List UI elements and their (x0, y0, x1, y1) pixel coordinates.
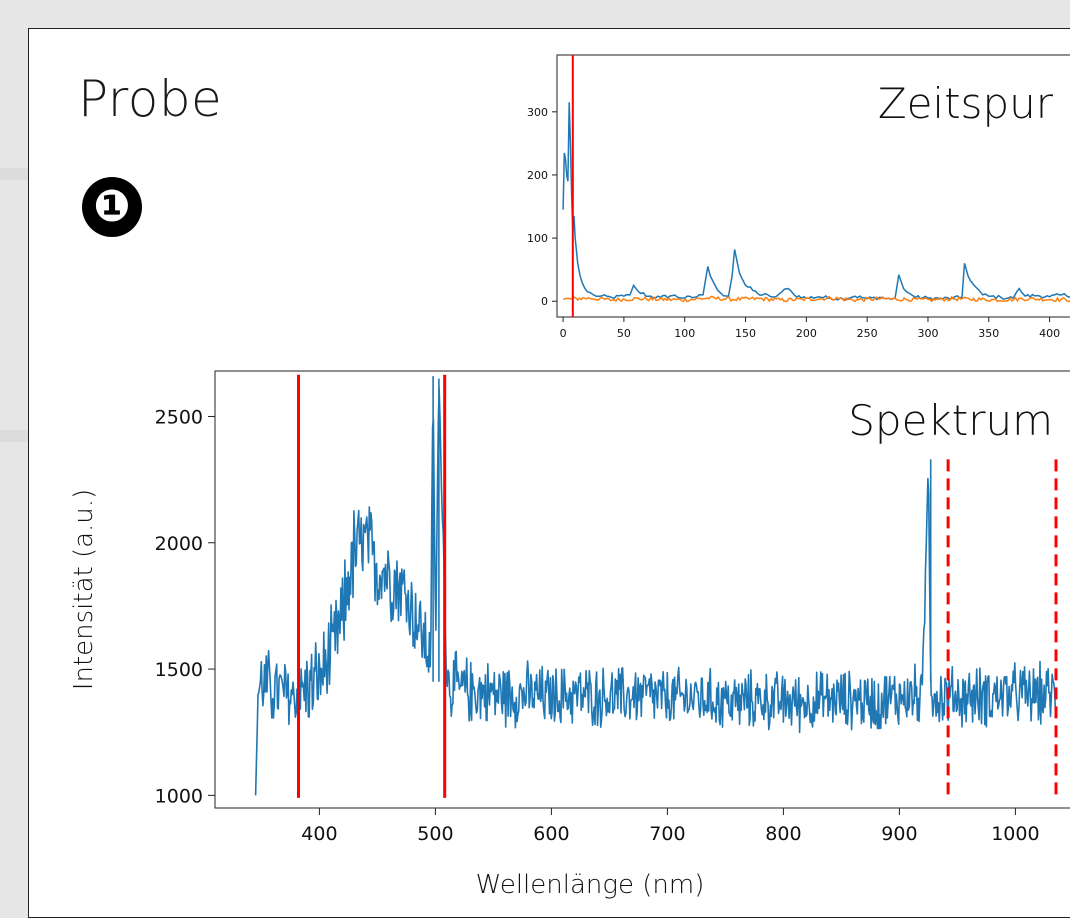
spektrum-y-tick-label: 1500 (155, 659, 203, 681)
spektrum-x-axis-label: Wellenlänge (nm) (476, 870, 705, 900)
zeitspur-x-tick-label: 150 (735, 327, 756, 340)
spektrum-plot-frame (214, 370, 1070, 809)
zeitspur-title: Zeitspur (878, 79, 1054, 128)
zeitspur-y-tick-label: 100 (527, 232, 548, 245)
zeitspur-x-tick-label: 300 (917, 327, 938, 340)
spektrum-x-tick-label: 700 (649, 823, 685, 845)
spektrum-y-tick-label: 2500 (155, 406, 203, 428)
spektrum-title: Spektrum (848, 396, 1053, 445)
zeitspur-x-tick-label: 100 (674, 327, 695, 340)
zeitspur-x-tick-label: 50 (617, 327, 631, 340)
spektrum-series-blue-line (254, 376, 1057, 796)
zeitspur-x-tick-label: 0 (560, 327, 567, 340)
zeitspur-x-tick-label: 350 (978, 327, 999, 340)
zeitspur-x-tick-label: 250 (857, 327, 878, 340)
zeitspur-y-tick-label: 200 (527, 169, 548, 182)
spektrum-x-tick-label: 800 (765, 823, 801, 845)
spektrum-y-tick-label: 2000 (155, 533, 203, 555)
zeitspur-series-orange-line (562, 295, 1070, 303)
spektrum-y-tick-label: 1000 (155, 785, 203, 807)
spektrum-y-axis-label: Intensität (a.u.) (69, 489, 99, 690)
step-number-marker: ❶ (82, 177, 142, 237)
spektrum-x-tick-label: 500 (417, 823, 453, 845)
spektrum-x-tick-label: 1000 (991, 823, 1039, 845)
zeitspur-x-tick-label: 400 (1039, 327, 1060, 340)
spektrum-x-tick-label: 400 (301, 823, 337, 845)
spektrum-x-tick-label: 600 (533, 823, 569, 845)
zeitspur-y-tick-label: 0 (541, 295, 548, 308)
spektrum-x-tick-label: 900 (881, 823, 917, 845)
zeitspur-x-tick-label: 200 (796, 327, 817, 340)
zeitspur-y-tick-label: 300 (527, 106, 548, 119)
zeitspur-series-blue-line (562, 102, 1070, 302)
page-title: Probe (78, 70, 223, 128)
zeitspur-plot-frame (556, 54, 1070, 318)
